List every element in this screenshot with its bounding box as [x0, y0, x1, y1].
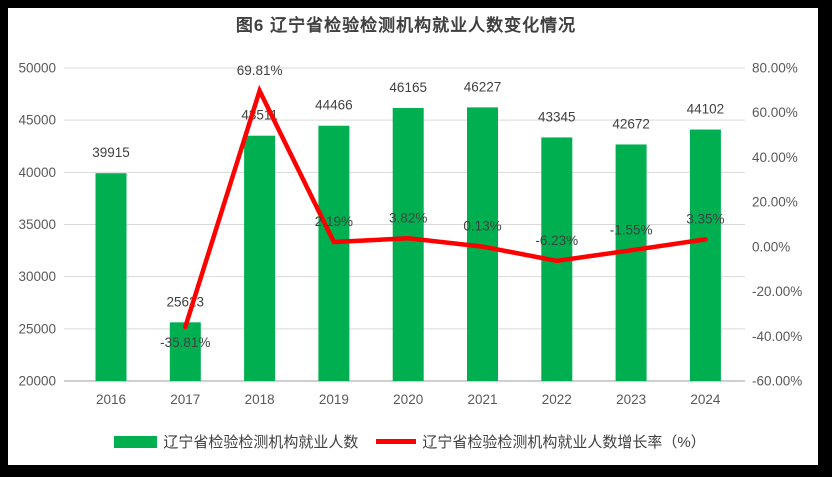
line-value-label: 2.19% — [315, 214, 353, 229]
bar-2023 — [615, 144, 647, 381]
bar-2019 — [318, 125, 350, 381]
line-value-label: 69.81% — [237, 63, 283, 78]
frame-border-bottom — [0, 465, 832, 477]
line-value-label: -6.23% — [535, 233, 578, 248]
frame-border-right — [818, 0, 832, 477]
right-axis-tick: 20.00% — [752, 195, 798, 210]
bar-2024 — [689, 129, 721, 381]
left-axis-tick: 25000 — [18, 321, 56, 336]
left-axis-tick: 45000 — [18, 113, 56, 128]
left-axis-tick: 40000 — [18, 165, 56, 180]
bar-2020 — [392, 108, 424, 381]
right-axis-tick: -40.00% — [752, 329, 802, 344]
legend-item-growth-rate: 辽宁省检验检测机构就业人数增长率（%） — [366, 431, 706, 452]
x-axis-label: 2018 — [245, 392, 275, 407]
x-axis-label: 2016 — [96, 392, 126, 407]
line-value-label: -35.81% — [160, 335, 210, 350]
line-value-label: 3.82% — [389, 210, 427, 225]
right-axis-tick: 60.00% — [752, 105, 798, 120]
x-axis-label: 2023 — [616, 392, 646, 407]
legend: 辽宁省检验检测机构就业人数 辽宁省检验检测机构就业人数增长率（%） — [0, 431, 820, 452]
legend-label-employment: 辽宁省检验检测机构就业人数 — [163, 434, 359, 451]
bar-value-label: 39915 — [92, 145, 130, 160]
bar-2017 — [169, 322, 201, 381]
bar-value-label: 43345 — [538, 109, 576, 124]
chart-title: 图6 辽宁省检验检测机构就业人数变化情况 — [235, 16, 577, 35]
line-series-swatch — [376, 439, 417, 444]
x-axis-label: 2022 — [542, 392, 572, 407]
x-axis-label: 2020 — [393, 392, 423, 407]
right-axis-tick: 40.00% — [752, 150, 798, 165]
line-value-label: -1.55% — [610, 222, 653, 237]
x-axis-label: 2021 — [467, 392, 497, 407]
bar-value-label: 44466 — [315, 98, 353, 113]
legend-label-growth-rate: 辽宁省检验检测机构就业人数增长率（%） — [422, 434, 706, 451]
left-axis-tick: 35000 — [18, 217, 56, 232]
bar-2016 — [95, 173, 127, 381]
bar-value-label: 46165 — [389, 80, 427, 95]
left-axis-tick: 20000 — [18, 374, 56, 389]
x-axis-label: 2019 — [319, 392, 349, 407]
line-value-label: 3.35% — [686, 211, 724, 226]
frame-border-top — [0, 0, 832, 8]
bar-value-label: 42672 — [612, 116, 650, 131]
right-axis-tick: -60.00% — [752, 374, 802, 389]
line-value-label: 0.13% — [463, 219, 501, 234]
left-axis-tick: 50000 — [18, 61, 56, 76]
right-axis-tick: 80.00% — [752, 61, 798, 76]
right-axis-tick: 0.00% — [752, 239, 790, 254]
right-axis-tick: -20.00% — [752, 284, 802, 299]
growth-rate-line — [183, 84, 708, 330]
bar-value-label: 46227 — [464, 79, 502, 94]
left-axis-tick: 30000 — [18, 269, 56, 284]
x-axis-label: 2024 — [690, 392, 721, 407]
bar-value-label: 44102 — [687, 102, 725, 117]
bar-2018 — [244, 135, 276, 381]
bar-value-label: 25623 — [167, 294, 205, 309]
bar-series-swatch — [114, 435, 158, 448]
legend-item-employment: 辽宁省检验检测机构就业人数 — [114, 431, 358, 452]
frame-border-left — [0, 0, 8, 477]
x-axis-label: 2017 — [170, 392, 200, 407]
